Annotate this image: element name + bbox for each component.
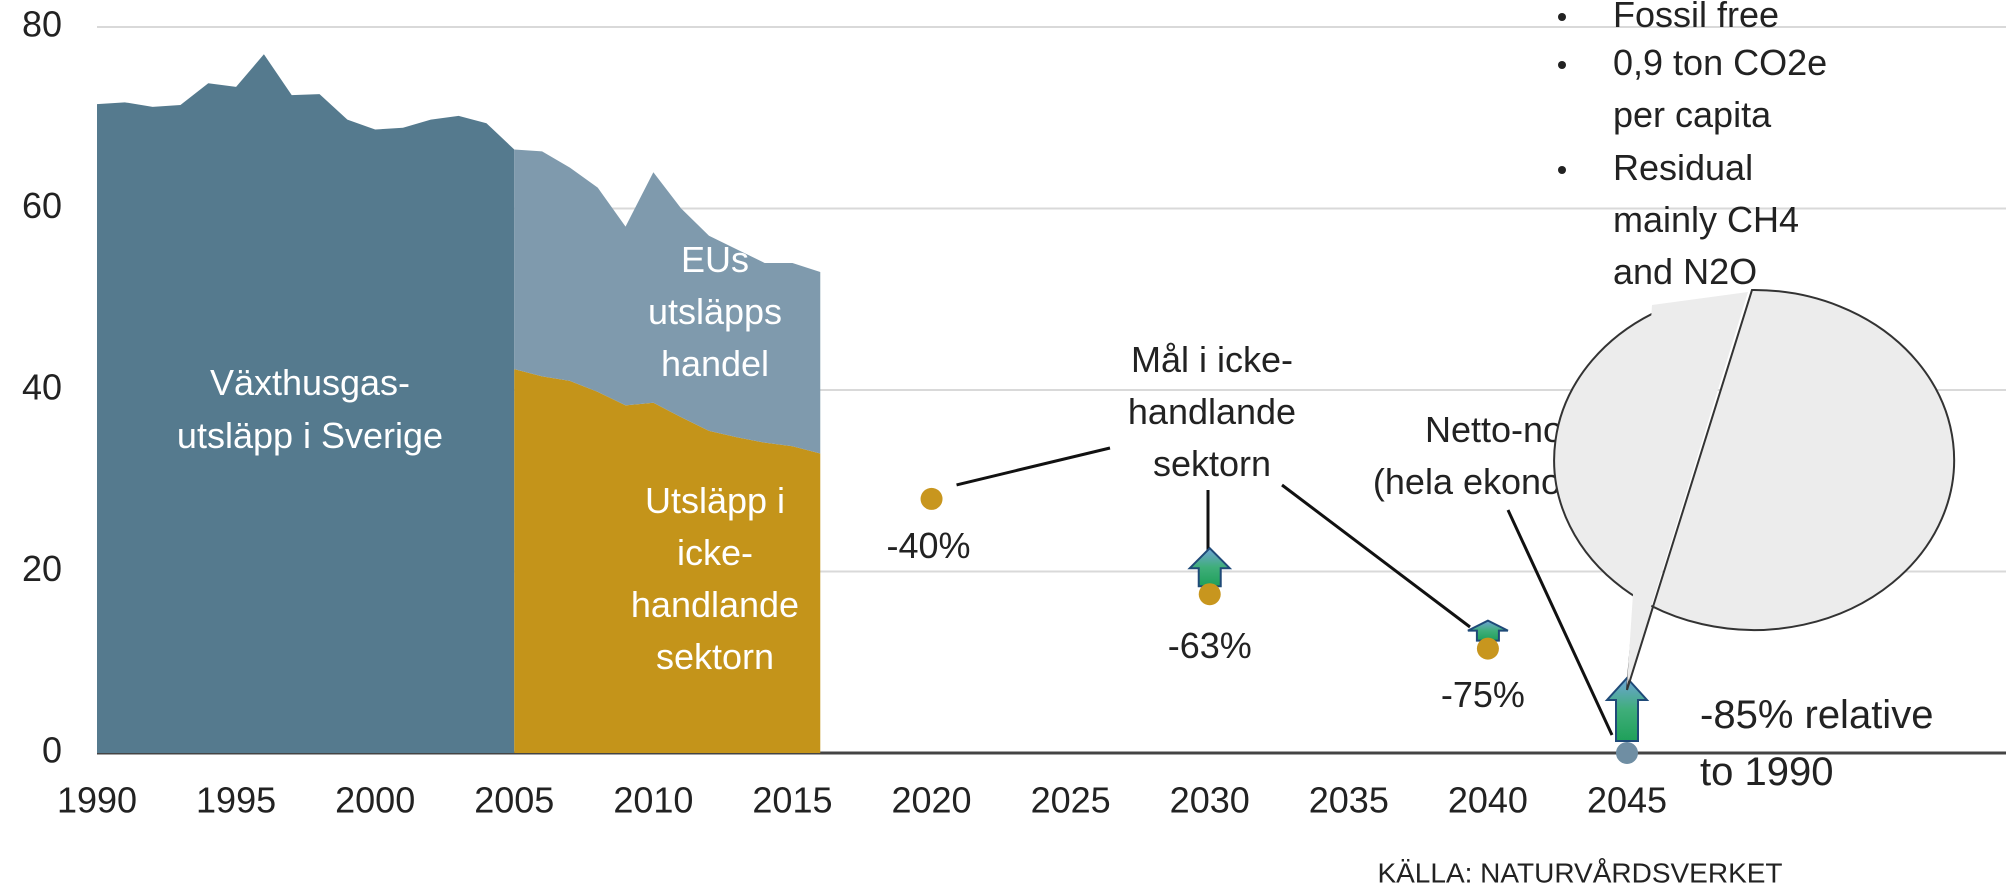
x-tick-label: 2015 <box>752 780 832 821</box>
bubble-text: Residual mainly CH4 and N2O <box>1613 147 1799 292</box>
x-tick-label: 1990 <box>57 780 137 821</box>
bullet <box>1558 61 1566 69</box>
area <box>514 149 821 454</box>
x-tick-label: 2005 <box>474 780 554 821</box>
y-tick-label: 40 <box>22 367 62 408</box>
bubble-text: 0,9 ton CO2e per capita <box>1613 42 1827 135</box>
target-point <box>1476 637 1499 660</box>
x-tick-label: 2020 <box>891 780 971 821</box>
bubble-text: Fossil free <box>1613 0 1779 35</box>
target-label: -85% relative to 1990 <box>1700 693 1933 794</box>
arrow <box>1187 546 1233 588</box>
y-tick-label: 0 <box>42 730 62 771</box>
leader-line <box>1281 483 1471 629</box>
x-tick-label: 2030 <box>1170 780 1250 821</box>
target-label: -75% <box>1441 674 1525 715</box>
bullet <box>1558 13 1566 21</box>
target-point <box>1198 583 1221 606</box>
y-tick-label: 60 <box>22 185 62 226</box>
x-tick-label: 2025 <box>1031 780 1111 821</box>
target-label: -63% <box>1168 625 1252 666</box>
annotation: Mål i icke-handlande sektorn <box>1128 339 1296 484</box>
bubble-fill <box>1627 292 1748 685</box>
y-tick-label: 80 <box>22 4 62 45</box>
x-tick-label: 2010 <box>613 780 693 821</box>
bullet <box>1558 166 1566 174</box>
area <box>97 54 515 754</box>
target-point <box>920 487 943 510</box>
target-label: -40% <box>887 525 971 566</box>
area-label: EUs utsläpps handel <box>648 239 782 384</box>
arrow <box>1604 676 1650 742</box>
area <box>514 369 821 753</box>
x-tick-label: 2035 <box>1309 780 1389 821</box>
area-label: Växthusgas-utsläpp i Sverige <box>177 362 443 456</box>
source: KÄLLA: NATURVÅRDSVERKET <box>1377 857 1782 888</box>
x-tick-label: 2045 <box>1587 780 1667 821</box>
bubble <box>1553 288 1956 691</box>
target-point <box>1616 742 1638 764</box>
x-tick-label: 1995 <box>196 780 276 821</box>
leader-line <box>956 446 1111 487</box>
area-label: Utsläpp i icke-handlande sektorn <box>631 480 799 677</box>
arrow <box>1467 619 1509 642</box>
leader-line <box>1506 509 1614 736</box>
x-tick-label: 2040 <box>1448 780 1528 821</box>
x-tick-label: 2000 <box>335 780 415 821</box>
y-tick-label: 20 <box>22 548 62 589</box>
